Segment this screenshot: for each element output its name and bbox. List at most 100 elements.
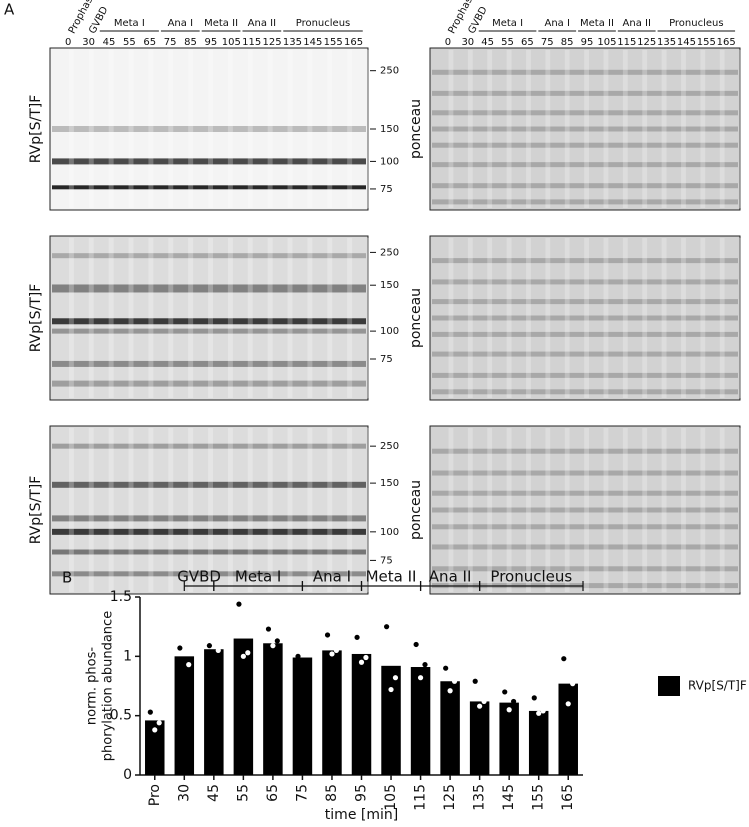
x-tick-label: 85 xyxy=(324,784,340,802)
lane-gap xyxy=(739,428,744,592)
lane-gap xyxy=(128,428,134,592)
lane-gap xyxy=(108,50,114,208)
band xyxy=(432,162,738,168)
x-tick-label: 75 xyxy=(294,784,310,802)
replicate-dot xyxy=(570,681,576,687)
band xyxy=(432,389,738,395)
lane-gap xyxy=(506,238,512,398)
lane-gap xyxy=(506,50,512,208)
lane-label: 75 xyxy=(164,37,177,48)
lane-gap xyxy=(739,238,744,398)
lane-label: 155 xyxy=(697,37,716,48)
y-axis-label: norm. phos- xyxy=(85,647,100,725)
marker-label: 75 xyxy=(380,555,393,566)
lane-gap xyxy=(148,50,154,208)
marker-label: 250 xyxy=(380,66,399,77)
lane-gap xyxy=(642,50,648,208)
lane-gap xyxy=(208,428,213,592)
replicate-dot xyxy=(363,654,369,661)
replicate-dot xyxy=(358,659,365,665)
lane-label: 65 xyxy=(143,37,156,48)
x-tick-label: 95 xyxy=(354,784,370,802)
lane-gap xyxy=(148,238,154,398)
x-tick-label: 115 xyxy=(413,784,429,811)
lane-gap xyxy=(108,428,114,592)
lane-gap xyxy=(487,238,493,398)
lane-gap xyxy=(681,50,686,208)
band xyxy=(52,571,366,577)
lane-gap xyxy=(367,50,372,208)
bar xyxy=(145,720,165,775)
replicate-dot xyxy=(245,650,251,656)
x-tick-label: 55 xyxy=(235,784,251,802)
lane-gap xyxy=(545,428,551,592)
bar xyxy=(381,665,401,775)
blot-background xyxy=(49,235,369,401)
lane-gap xyxy=(247,50,253,208)
band xyxy=(432,331,738,337)
x-tick-label: 105 xyxy=(383,784,399,811)
replicate-dot xyxy=(295,653,301,659)
lane-gap xyxy=(564,428,570,592)
marker-label: 75 xyxy=(380,184,393,195)
lane-gap xyxy=(227,428,233,592)
replicate-dot xyxy=(270,643,276,649)
lane-gap xyxy=(526,50,531,208)
lane-label: 55 xyxy=(123,37,136,48)
lane-gap xyxy=(448,238,454,398)
band xyxy=(52,528,366,535)
lane-gap xyxy=(681,428,686,592)
replicate-dot xyxy=(156,720,162,726)
lane-gap xyxy=(367,428,372,592)
stage-label: Ana II xyxy=(248,18,276,29)
x-tick-label: 45 xyxy=(206,784,222,802)
band xyxy=(432,183,738,189)
replicate-dot xyxy=(540,708,546,714)
band xyxy=(432,448,738,454)
lane-label: 30 xyxy=(461,37,474,48)
replicate-dot xyxy=(510,698,517,705)
replicate-dot xyxy=(531,695,537,701)
lane-label: 165 xyxy=(717,37,736,48)
stage-label: Meta II xyxy=(366,568,417,586)
band xyxy=(432,142,738,148)
band xyxy=(52,126,366,132)
replicate-dot xyxy=(451,678,458,684)
lane-gap xyxy=(347,428,353,592)
lane-label: 75 xyxy=(541,37,554,48)
replicate-dot xyxy=(388,686,394,693)
x-tick-label: 155 xyxy=(531,784,547,811)
band xyxy=(432,490,738,496)
lane-gap xyxy=(661,428,667,592)
lane-label: 155 xyxy=(324,37,343,48)
stain-label: ponceau xyxy=(408,99,424,159)
lane-gap xyxy=(564,50,570,208)
band xyxy=(52,443,366,449)
band xyxy=(432,110,738,116)
lane-gap xyxy=(642,428,648,592)
band xyxy=(52,185,366,190)
ponceau-blot xyxy=(429,47,744,211)
western-blot xyxy=(49,235,372,401)
stage-label: Meta II xyxy=(580,18,614,29)
replicate-dot xyxy=(392,675,399,681)
lane-gap xyxy=(545,50,551,208)
stage-label: Meta I xyxy=(235,568,281,586)
band xyxy=(52,284,366,293)
bar xyxy=(499,702,519,775)
band xyxy=(52,318,366,325)
band xyxy=(432,507,738,513)
y-tick-label: 1 xyxy=(123,648,132,664)
lane-label: 105 xyxy=(597,37,616,48)
lane-gap xyxy=(700,50,706,208)
panel-label: A xyxy=(4,1,15,19)
lane-gap xyxy=(327,50,333,208)
western-blot xyxy=(49,47,372,211)
replicate-dot xyxy=(481,698,487,705)
stage-label: Pronucleus xyxy=(490,568,572,586)
marker-label: 100 xyxy=(380,527,399,538)
x-tick-label: Pro xyxy=(147,784,163,806)
lane-label: 45 xyxy=(103,37,116,48)
x-tick-label: 65 xyxy=(265,784,281,802)
lane-gap xyxy=(287,238,293,398)
